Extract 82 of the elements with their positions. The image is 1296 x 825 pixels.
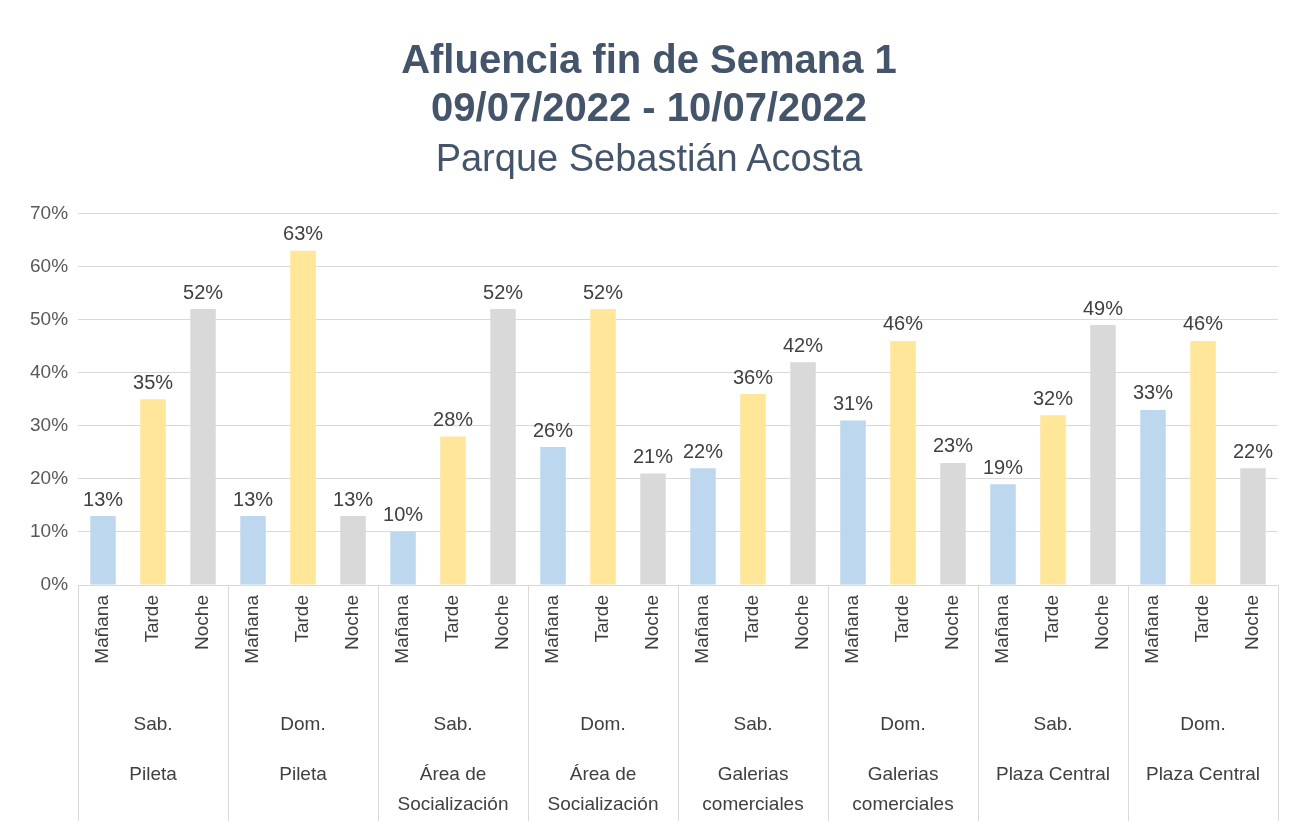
y-tick-label: 50% (30, 307, 69, 329)
data-label: 21% (633, 445, 674, 468)
text: Tarde (291, 595, 313, 643)
data-label: 46% (1182, 312, 1224, 335)
text: Mañana (991, 595, 1013, 664)
data-label: 13% (333, 487, 374, 510)
text: Noche (641, 595, 663, 650)
data-label: 52% (183, 280, 224, 303)
text: Tarde (141, 595, 163, 643)
bar (990, 484, 1016, 585)
data-label: 31% (832, 392, 874, 415)
bar (1140, 409, 1166, 585)
bar (390, 531, 416, 585)
data-label: 23% (932, 434, 974, 457)
text: Noche (191, 595, 213, 650)
data-label: 42% (783, 333, 824, 356)
text: Noche (341, 595, 363, 650)
text: Mañana (391, 595, 413, 664)
y-tick-label: 40% (30, 361, 69, 383)
data-label: 26% (533, 418, 574, 441)
category-label: Sab. Galerias comerciales (702, 713, 804, 815)
text: Noche (1091, 595, 1113, 650)
bar (840, 420, 866, 585)
bar (590, 309, 616, 585)
text: Mañana (841, 595, 863, 664)
bar (90, 516, 116, 585)
y-tick-label: 0% (40, 573, 69, 595)
category-label: Dom. Plaza Central (1145, 713, 1261, 785)
y-tick-label: 60% (30, 254, 69, 276)
y-tick-label: 20% (30, 467, 69, 489)
bar (890, 340, 916, 585)
data-label: 13% (233, 487, 274, 510)
bar (1190, 340, 1216, 585)
data-label: 28% (433, 407, 474, 430)
text: Mañana (1141, 595, 1163, 664)
text: Noche (791, 595, 813, 650)
bar (740, 393, 766, 585)
bar (440, 436, 466, 585)
bar (290, 250, 316, 585)
text: Tarde (441, 595, 463, 643)
bar (240, 516, 266, 585)
chart-title: Afluencia fin de Semana 1 09/07/2022 - 10/07/2022 (401, 37, 897, 130)
category-label: Dom. Pileta (279, 713, 327, 785)
chart-subtitle: Parque Sebastián Acosta (435, 137, 864, 180)
text: Tarde (591, 595, 613, 643)
data-label: 22% (1232, 439, 1274, 462)
bar (1040, 415, 1066, 585)
data-label: 19% (982, 455, 1024, 478)
category-label: Dom. Área de Socialización (547, 713, 659, 815)
y-tick-label: 30% (30, 414, 69, 436)
text: Tarde (891, 595, 913, 643)
text: Tarde (1041, 595, 1063, 643)
text: Noche (491, 595, 513, 650)
data-label: 36% (733, 365, 774, 388)
data-label: 10% (383, 503, 424, 526)
category-label: Dom. Galerias comerciales (852, 713, 954, 815)
text: Mañana (691, 595, 713, 664)
text: Noche (941, 595, 963, 650)
data-label: 22% (683, 439, 724, 462)
bar (140, 399, 166, 585)
data-label: 33% (1132, 381, 1174, 404)
text: Mañana (541, 595, 563, 664)
bar (540, 447, 566, 585)
data-label: 13% (83, 487, 124, 510)
text: Tarde (741, 595, 763, 643)
data-label: 52% (583, 280, 624, 303)
text: Mañana (91, 594, 113, 664)
data-label: 52% (483, 280, 524, 303)
y-tick-label: 70% (30, 201, 69, 223)
category-label: Sab. Pileta (129, 713, 177, 785)
data-label: 63% (283, 222, 324, 245)
data-label: 46% (882, 312, 924, 335)
data-label: 49% (1082, 296, 1124, 319)
data-label: 32% (1032, 386, 1074, 409)
y-tick-label: 10% (30, 520, 69, 542)
category-label: Sab. Plaza Central (995, 713, 1111, 785)
category-label: Sab. Área de Socialización (397, 713, 509, 815)
text: Mañana (241, 595, 263, 664)
text: Noche (1241, 595, 1263, 650)
bar (690, 468, 716, 585)
data-label: 35% (133, 370, 174, 393)
text: Tarde (1191, 595, 1213, 643)
